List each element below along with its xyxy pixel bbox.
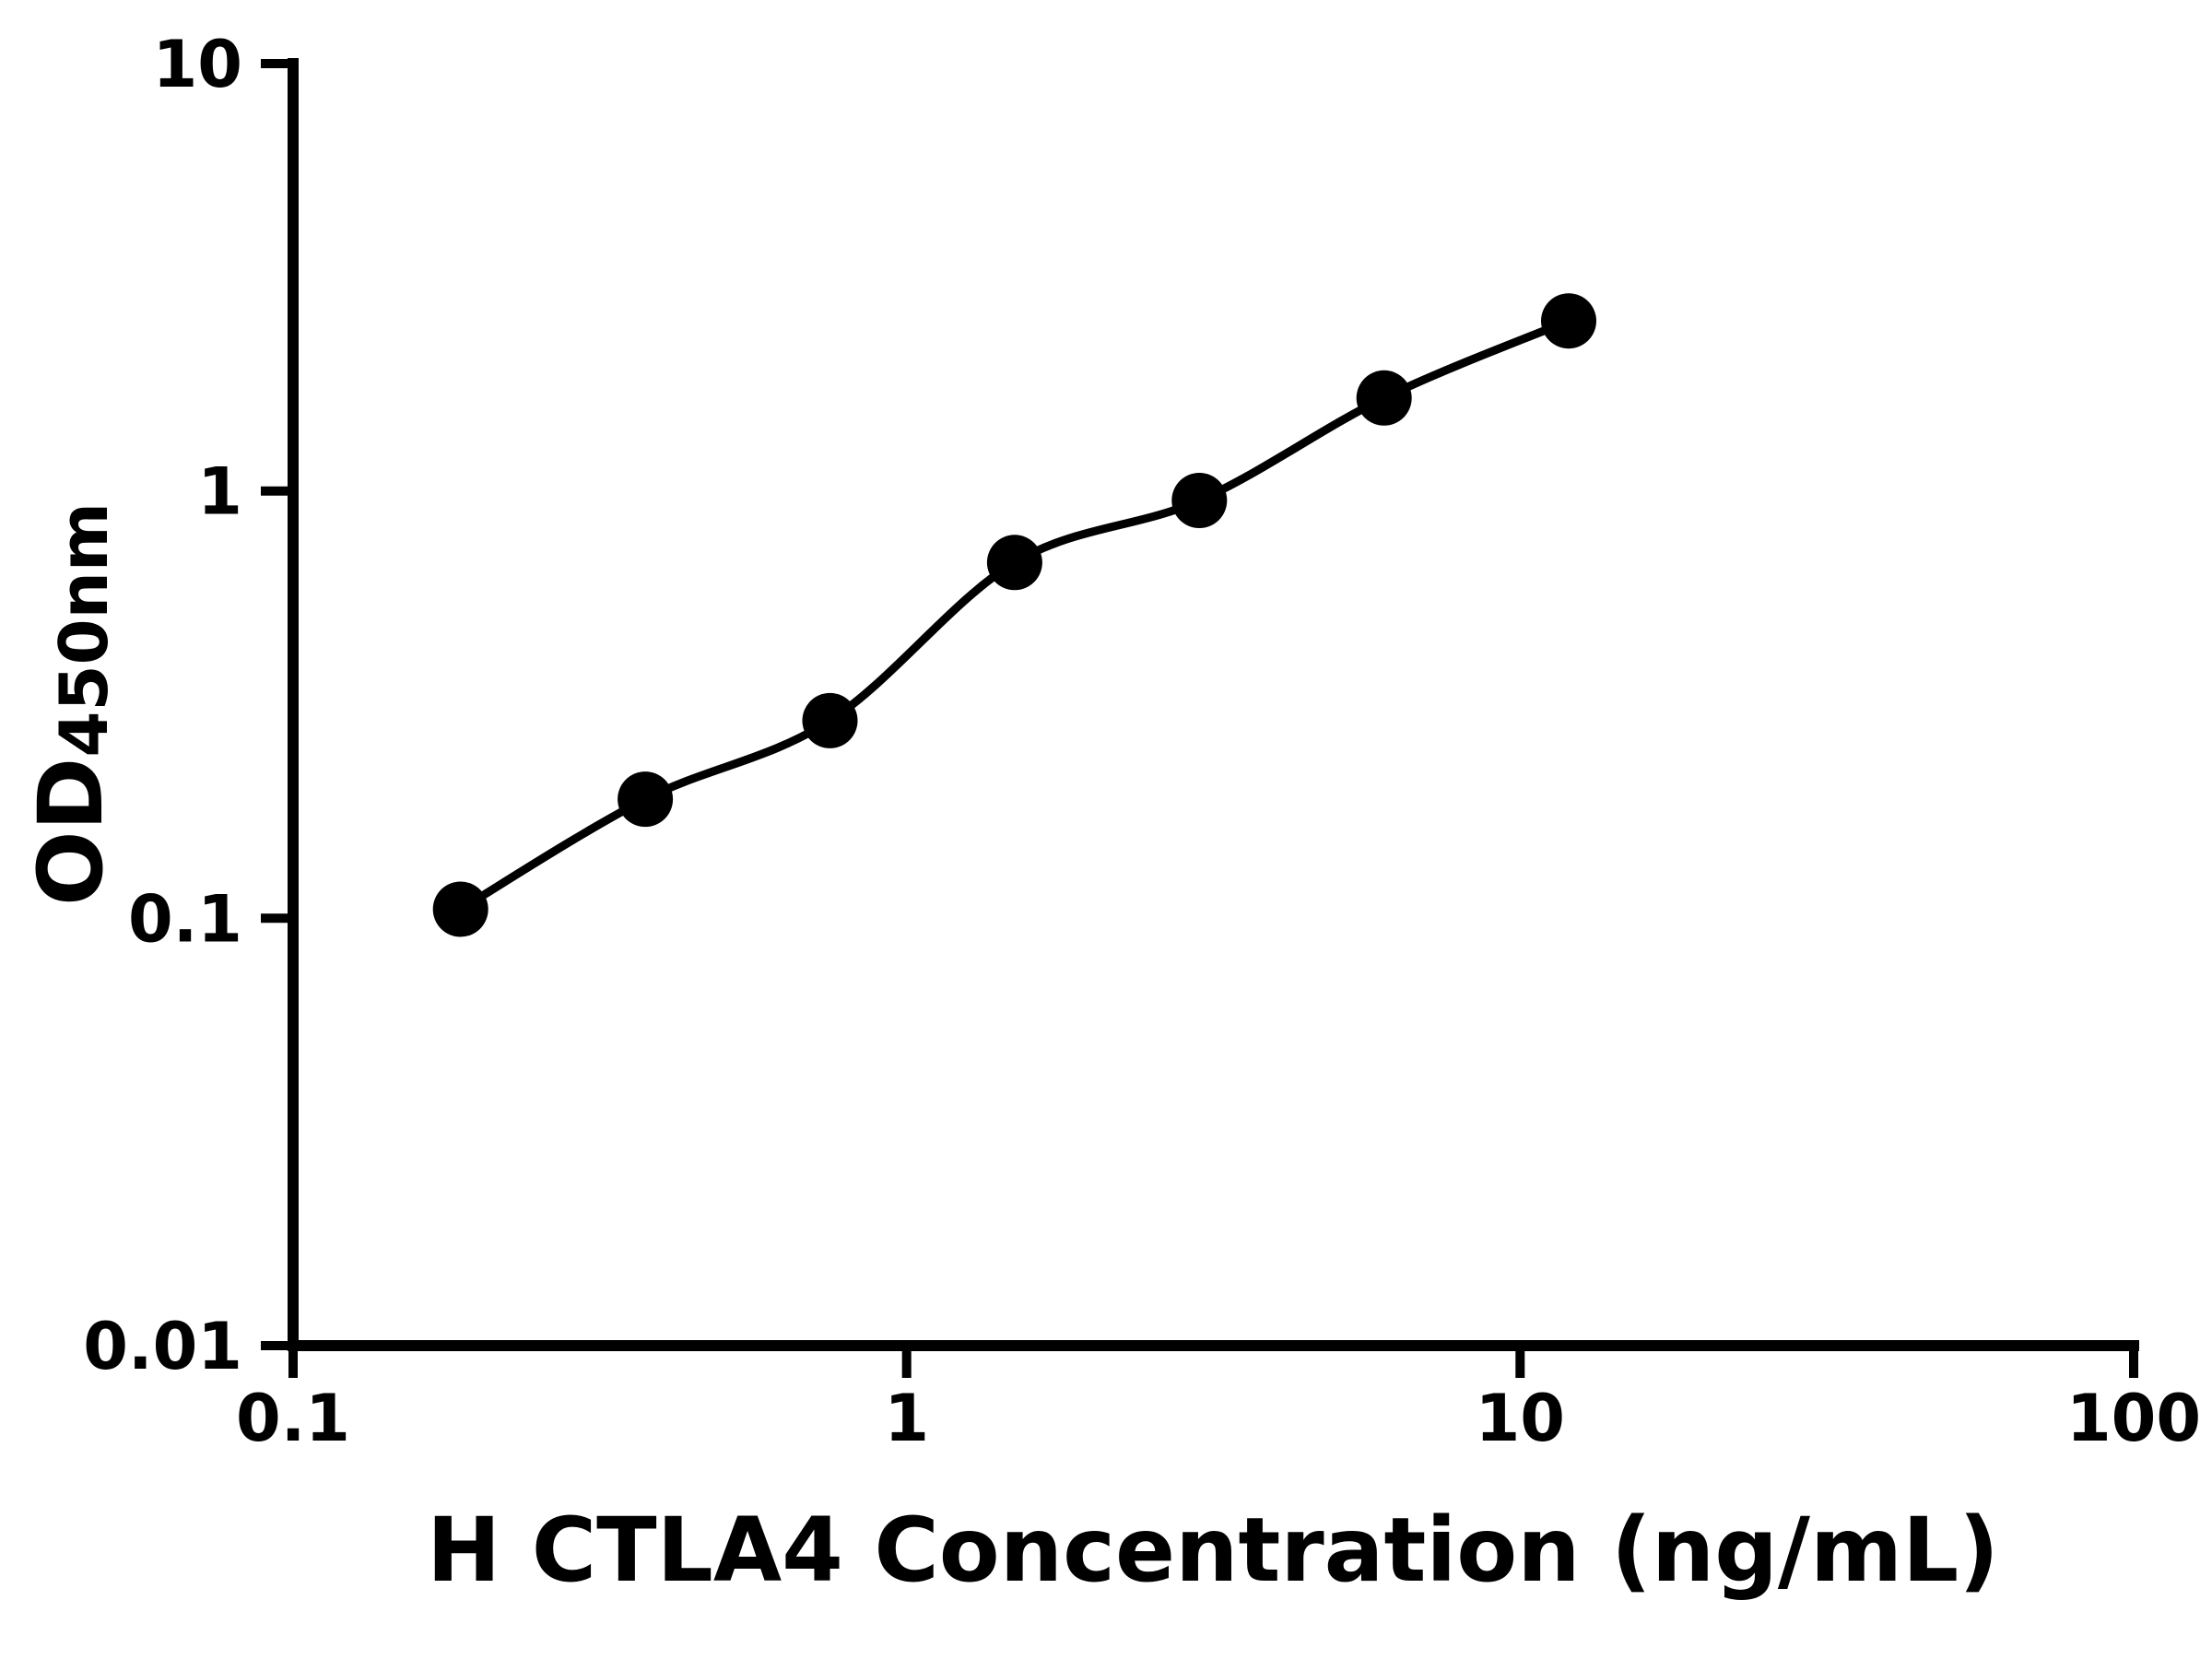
data-point-marker — [618, 771, 674, 828]
x-tick-label: 0.1 — [236, 1381, 350, 1456]
x-axis-title: H CTLA4 Concentration (ng/mL) — [427, 1499, 1999, 1602]
y-tick-label: 0.01 — [83, 1309, 242, 1384]
y-axis-title-subscript: 450nm — [45, 502, 123, 758]
axes — [261, 58, 2139, 1378]
x-tick-label: 1 — [884, 1381, 929, 1456]
data-point-marker — [986, 535, 1042, 591]
data-point-marker — [1356, 370, 1412, 426]
data-point-marker — [802, 692, 858, 748]
data-point-marker — [432, 881, 488, 937]
y-tick-label: 10 — [153, 27, 242, 102]
y-axis-tick-labels: 0.01 0.1 1 10 — [83, 27, 242, 1384]
x-tick-label: 10 — [1476, 1381, 1565, 1456]
y-axis-title-main: OD — [19, 758, 123, 906]
y-tick-label: 1 — [197, 454, 242, 530]
data-points — [432, 293, 1596, 937]
data-point-marker — [1171, 473, 1228, 528]
y-tick-label: 0.1 — [128, 881, 242, 957]
data-point-marker — [1541, 293, 1596, 349]
x-tick-label: 100 — [2066, 1381, 2201, 1456]
x-axis-tick-labels: 0.1 1 10 100 — [236, 1381, 2201, 1456]
y-axis-title: OD450nm — [19, 502, 123, 906]
